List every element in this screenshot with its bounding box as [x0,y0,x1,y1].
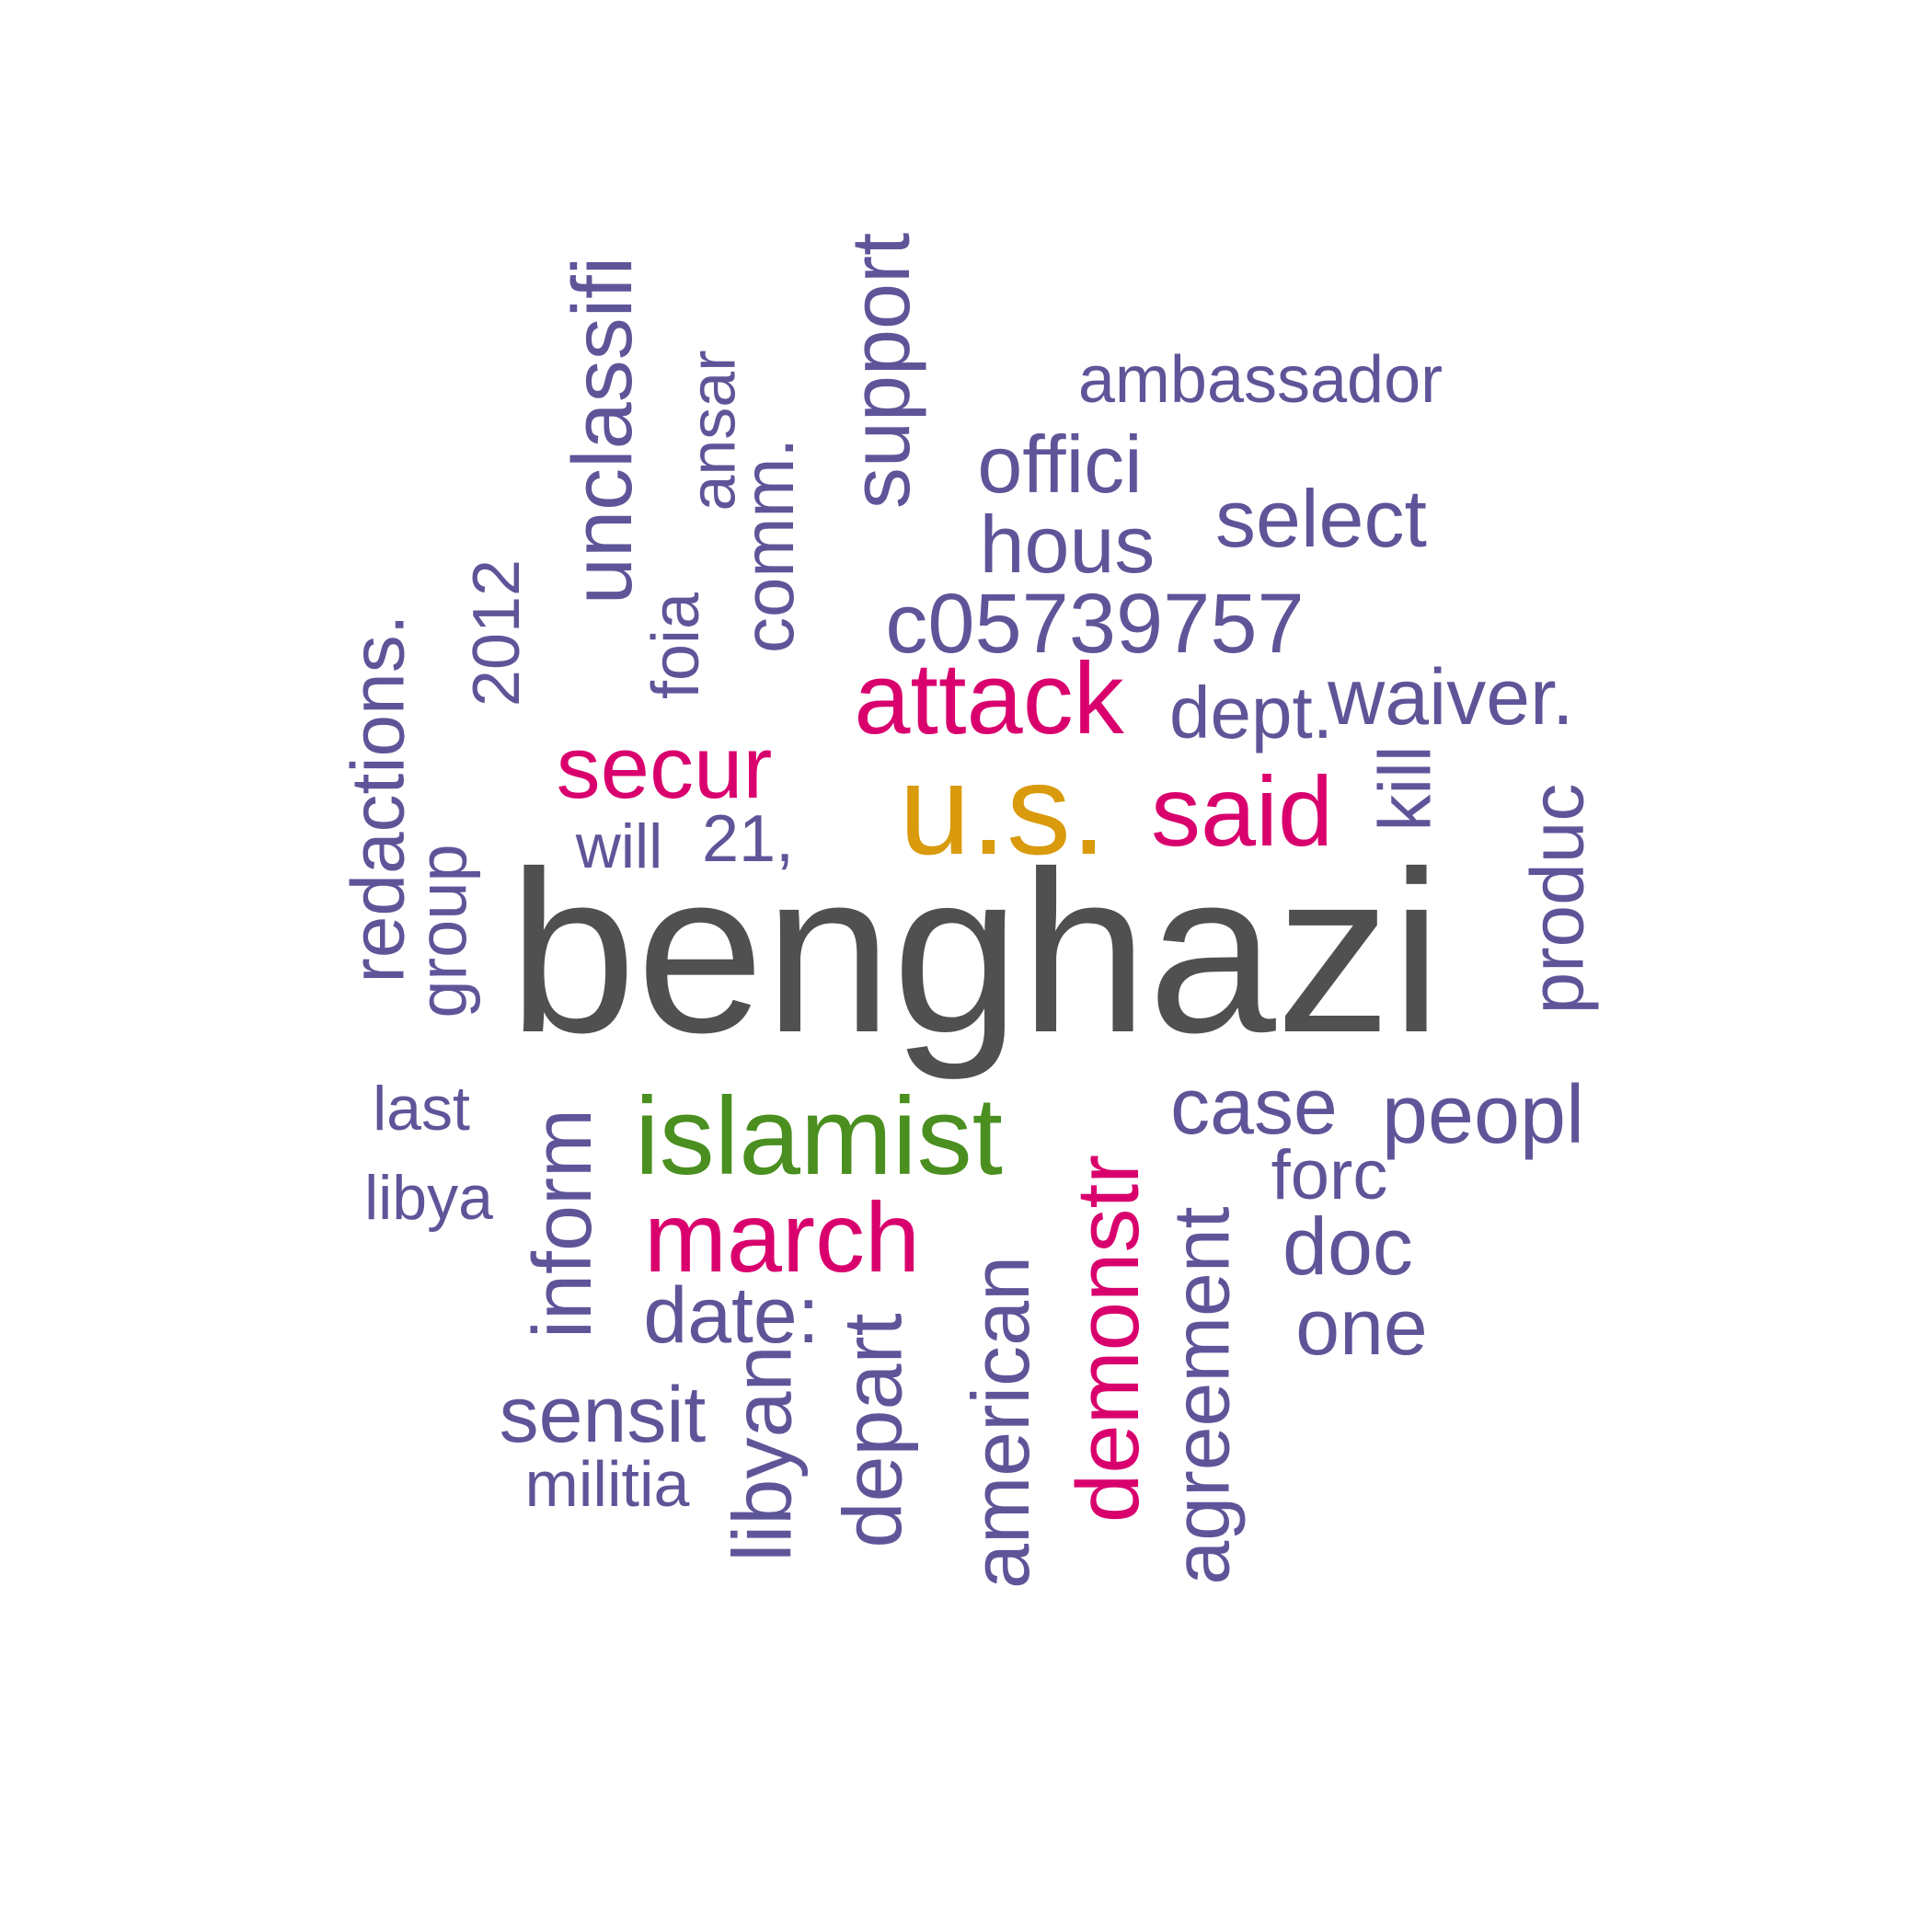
word-select: select [1215,473,1427,564]
word-support: support [834,232,927,510]
word-offici: offici [977,419,1143,510]
word-waiver: waiver. [1328,653,1574,742]
word-inform: inform [517,1108,609,1340]
word-sensit: sensit [499,1371,707,1459]
word-one: one [1295,1283,1428,1372]
word-unclassifi: unclassifi [555,256,650,605]
word-produc: produc [1514,783,1599,1015]
word-demonstr: demonstr [1058,1154,1157,1524]
word-libya: libya [364,1163,493,1233]
word-forc: forc [1271,1136,1388,1214]
word-comm: comm. [728,438,809,653]
word-case: case [1170,1063,1338,1151]
word-21: 21, [701,802,795,876]
word-islamist: islamist [634,1075,1004,1198]
word-foia: foia [639,592,713,700]
word-benghazi: benghazi [508,823,1443,1080]
word-libyan: libyan [718,1345,810,1562]
word-attack: attack [854,642,1124,755]
word-ambassador: ambassador [1077,343,1443,417]
word-said: said [1150,755,1334,867]
word-peopl: peopl [1381,1069,1585,1161]
word-agreement: agreement [1158,1206,1247,1585]
word-militia: militia [524,1448,690,1520]
word-date: date: [643,1271,820,1360]
word-secur: secur [556,719,773,817]
word-group: group [404,844,481,1018]
word-2012: 2012 [459,558,534,707]
word-us: u.s. [899,737,1107,881]
word-c05739757: c05739757 [885,577,1305,671]
word-depart: depart [827,1313,920,1548]
word-last: last [373,1074,470,1144]
word-kill: kill [1363,745,1446,832]
word-dept: dept. [1169,672,1333,753]
word-will: will [575,811,663,881]
word-march: march [643,1181,921,1293]
word-hous: hous [979,499,1156,590]
word-american: american [955,1256,1046,1589]
word-doc: doc [1282,1201,1413,1292]
